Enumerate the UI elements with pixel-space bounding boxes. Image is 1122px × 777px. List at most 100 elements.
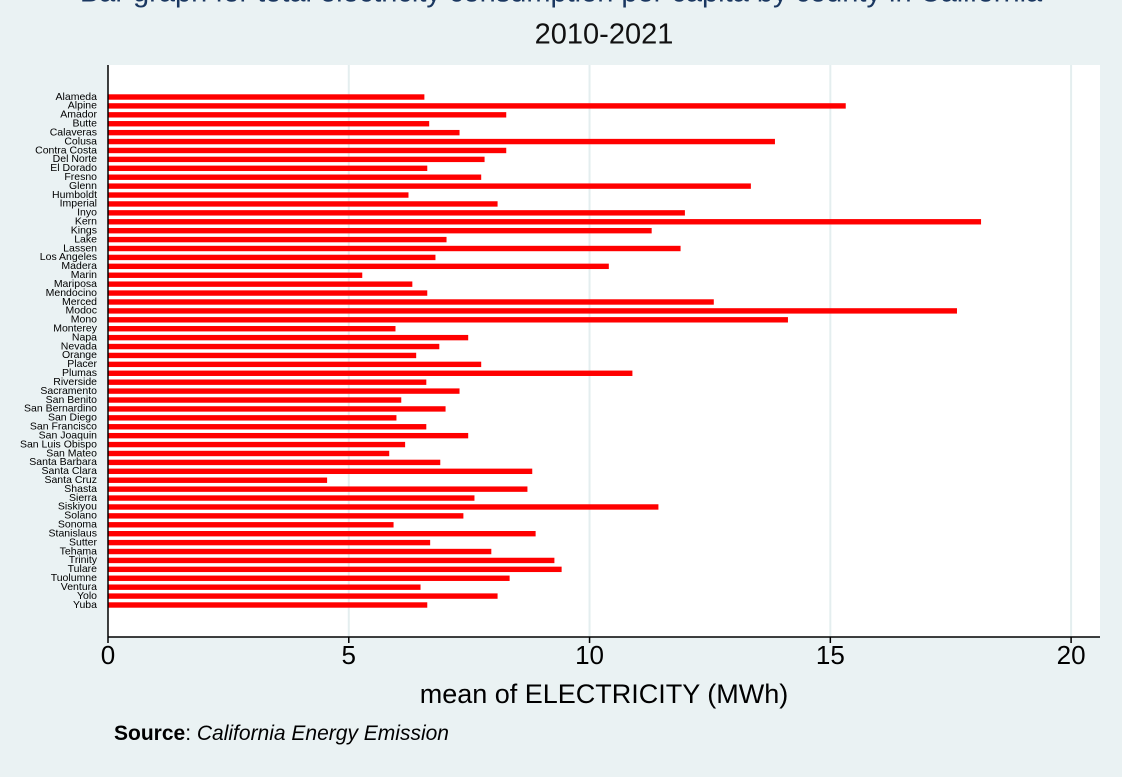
bar (108, 317, 788, 323)
bar (108, 290, 428, 296)
y-tick-label: San Luis Obispo (20, 438, 97, 450)
bar (108, 432, 469, 439)
y-tick-label: Inyo (77, 207, 97, 219)
x-axis-title: mean of ELECTRICITY (MWh) (420, 679, 789, 709)
source-text: California Energy Emission (197, 722, 449, 745)
bar (108, 147, 507, 154)
y-tick-label: Contra Costa (35, 144, 97, 156)
y-tick-label: Santa Cruz (44, 474, 97, 486)
bar (108, 450, 390, 457)
source-label: Source (114, 722, 185, 745)
y-tick-label: Marin (71, 269, 97, 281)
bar (108, 121, 430, 127)
bar (108, 326, 396, 332)
bar (108, 254, 436, 261)
bar (108, 379, 427, 385)
y-tick-label: Glenn (69, 180, 97, 192)
y-tick-label: Colusa (64, 135, 97, 147)
bar (108, 504, 659, 510)
y-tick-label: Kings (71, 224, 97, 236)
y-tick-label: Kern (75, 216, 97, 228)
y-tick-label: Santa Barbara (29, 456, 97, 468)
ticks: 0 5 10 15 20 AlamedaAlpineAmadorButteCalavera… (20, 91, 1086, 670)
bar (108, 103, 846, 109)
bar (108, 201, 498, 207)
y-tick-label: Merced (62, 296, 97, 308)
y-tick-label: Yolo (77, 590, 97, 602)
bar (108, 343, 440, 350)
bar (108, 245, 681, 252)
y-tick-label: Sutter (69, 536, 98, 548)
y-tick-label: Mendocino (46, 287, 98, 299)
y-tick-label: Butte (72, 118, 97, 130)
y-tick-label: San Benito (46, 394, 98, 406)
y-tick-label: Calaveras (50, 126, 97, 138)
bar (108, 566, 562, 573)
bar (108, 165, 428, 171)
y-tick-label: Nevada (61, 340, 97, 352)
bar (108, 236, 447, 243)
y-tick-label: San Diego (48, 412, 97, 424)
bar (108, 495, 475, 501)
y-tick-label: Del Norte (53, 153, 98, 165)
y-tick-label: Imperial (60, 198, 97, 210)
bar (108, 192, 409, 198)
y-tick-label: Riverside (53, 376, 97, 388)
bar (108, 112, 507, 118)
y-tick-label: Alameda (56, 91, 98, 103)
bar (108, 477, 328, 483)
bar (108, 468, 533, 475)
bar (108, 129, 460, 136)
bar (108, 219, 982, 225)
bar (108, 522, 394, 528)
y-tick-label: Orange (62, 349, 97, 361)
y-tick-label: Stanislaus (49, 527, 97, 539)
bar (108, 602, 428, 608)
bar (108, 406, 446, 412)
bar (108, 548, 492, 555)
bar (108, 94, 425, 100)
bar (108, 299, 714, 305)
y-tick-label: Humboldt (52, 189, 97, 201)
y-tick-label: Sonoma (58, 519, 97, 531)
y-tick-label: Monterey (53, 323, 98, 335)
bar (108, 308, 957, 314)
y-tick-label: Amador (60, 109, 97, 121)
bar (108, 593, 498, 599)
bar (108, 539, 431, 546)
bar (108, 531, 536, 537)
bar (108, 370, 633, 376)
bar (108, 415, 397, 421)
bar (108, 557, 555, 564)
x-tick-label: 0 (101, 640, 115, 670)
chart-title: Bar graph for total electricity consumpt… (80, 0, 1043, 9)
bar (108, 210, 685, 216)
y-tick-label: Lake (74, 233, 97, 245)
bar (108, 575, 510, 581)
bar (108, 174, 482, 180)
y-tick-label: San Bernardino (24, 403, 97, 415)
bar (108, 584, 421, 590)
y-tick-label: Tulare (68, 563, 98, 575)
y-tick-label: Ventura (61, 581, 97, 593)
y-tick-label: Yuba (73, 599, 97, 611)
y-tick-label: Trinity (69, 554, 98, 566)
bars (108, 94, 982, 608)
y-tick-label: Los Angeles (40, 251, 97, 263)
x-tick-label: 20 (1057, 640, 1086, 670)
y-tick-label: Sacramento (40, 385, 97, 397)
y-tick-label: Sierra (69, 492, 97, 504)
bar (108, 397, 402, 403)
y-tick-label: San Joaquin (39, 429, 98, 441)
bar (108, 459, 441, 466)
y-tick-label: Siskiyou (58, 501, 97, 513)
y-tick-label: Mariposa (54, 278, 97, 290)
y-tick-label: Tehama (60, 545, 98, 557)
bar (108, 281, 413, 287)
y-tick-label: Madera (61, 260, 97, 272)
x-tick-label: 15 (816, 640, 845, 670)
bar (108, 424, 427, 430)
bar (108, 388, 460, 394)
bar (108, 334, 469, 341)
